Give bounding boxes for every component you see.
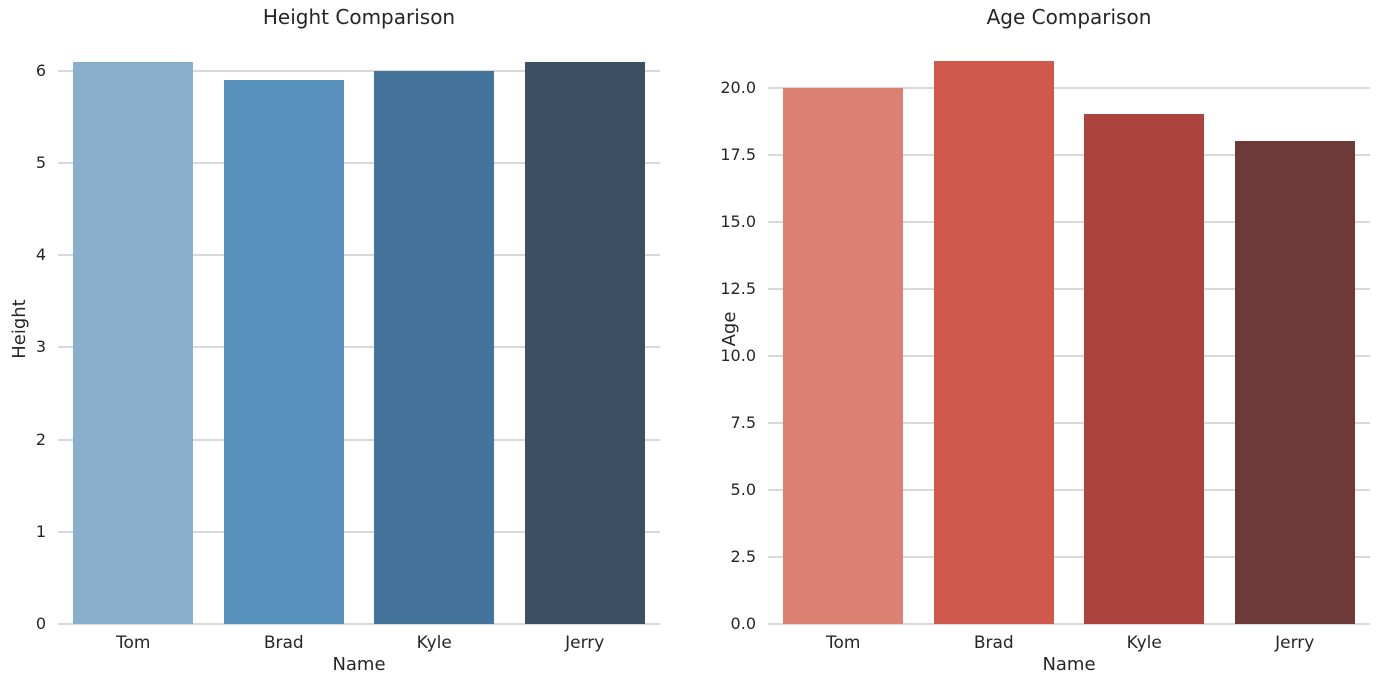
gridline <box>58 438 660 441</box>
bar-brad <box>933 60 1054 624</box>
y-axis-label: Height <box>9 299 30 359</box>
gridline <box>58 623 660 625</box>
gridline <box>768 421 1370 424</box>
bar-kyle <box>374 70 495 624</box>
x-tick-label: Jerry <box>1275 633 1315 653</box>
gridline <box>768 555 1370 558</box>
y-tick-label: 0.0 <box>730 614 756 633</box>
y-tick-label: 12.5 <box>720 278 756 298</box>
height-chart: Height Comparison Height Name 0 1 2 3 4 5 6 Tom… <box>9 6 660 675</box>
y-tick-label: 17.5 <box>720 144 756 164</box>
gridline <box>768 153 1370 156</box>
gridline <box>58 162 660 165</box>
bar-tom <box>73 61 194 624</box>
x-tick-label: Tom <box>826 633 861 653</box>
y-tick-label: 6 <box>35 60 46 80</box>
y-tick-label: 0 <box>35 614 46 633</box>
x-tick-label: Jerry <box>565 633 605 653</box>
x-tick-label: Tom <box>116 633 151 653</box>
gridline <box>58 530 660 533</box>
chart-title: Age Comparison <box>986 5 1152 29</box>
bar-kyle <box>1084 114 1205 624</box>
y-axis-label: Age <box>719 311 740 347</box>
y-tick-label: 1 <box>35 521 46 541</box>
y-tick-label: 10.0 <box>720 345 756 365</box>
gridline <box>768 488 1370 491</box>
y-tick-label: 15.0 <box>720 211 756 231</box>
y-tick-label: 2 <box>35 429 46 449</box>
plot-area: 0 1 2 3 4 5 6 Tom Brad Kyle Jerry <box>36 34 660 653</box>
x-axis-label: Name <box>1042 654 1096 675</box>
bar-jerry <box>1234 141 1355 624</box>
gridline <box>768 287 1370 290</box>
chart-title: Height Comparison <box>262 5 456 29</box>
y-tick-label: 20.0 <box>720 77 756 97</box>
gridline <box>58 69 660 72</box>
y-tick-label: 7.5 <box>730 412 756 432</box>
gridline <box>768 86 1370 89</box>
y-tick-label: 4 <box>35 245 46 265</box>
gridline <box>58 254 660 257</box>
plot-area: 0.0 2.5 5.0 7.5 10.0 12.5 15.0 17.5 20.0 Tom Brad K… <box>720 34 1370 653</box>
x-tick-label: Kyle <box>416 633 452 653</box>
y-tick-label: 2.5 <box>730 546 756 566</box>
gridline <box>768 220 1370 223</box>
bar-brad <box>223 80 344 624</box>
age-chart: Age Comparison Age Name 0.0 2.5 5.0 7.5 10.0… <box>719 6 1370 675</box>
x-tick-label: Brad <box>263 633 304 653</box>
bar-jerry <box>524 61 645 624</box>
gridline <box>768 354 1370 357</box>
x-axis-label: Name <box>332 654 386 675</box>
y-tick-label: 5 <box>35 153 46 173</box>
gridline <box>768 623 1370 625</box>
gridline <box>58 346 660 349</box>
y-tick-label: 3 <box>35 337 46 357</box>
bar-tom <box>783 87 904 624</box>
x-tick-label: Brad <box>973 633 1014 653</box>
x-tick-label: Kyle <box>1126 633 1162 653</box>
y-tick-label: 5.0 <box>730 479 756 499</box>
